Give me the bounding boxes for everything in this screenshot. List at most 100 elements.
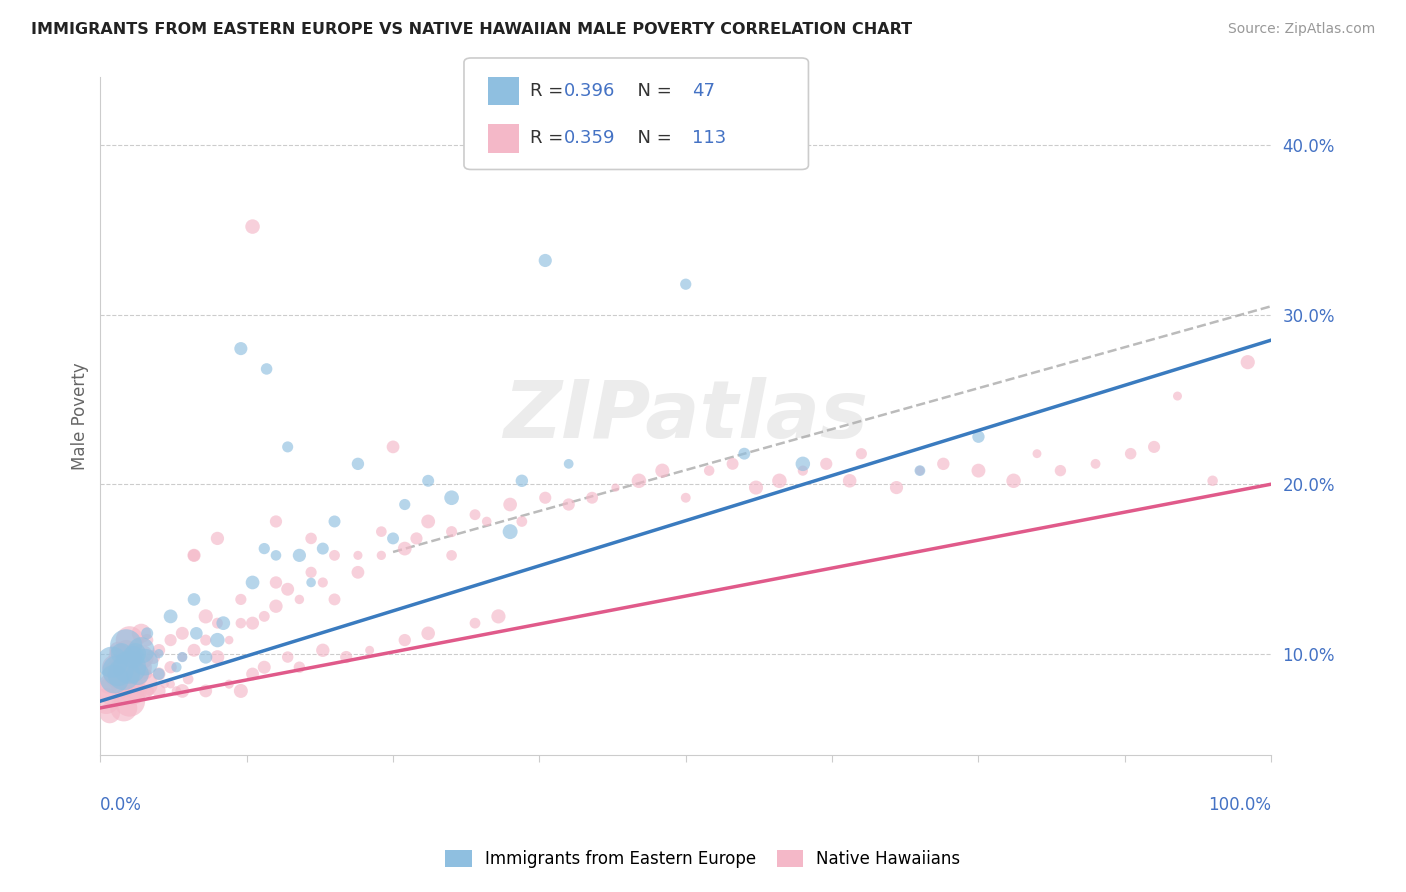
Point (131, 650, 153, 665)
Point (98, 706, 121, 720)
Point (510, 474, 533, 488)
Point (148, 684, 170, 698)
Point (418, 515, 440, 529)
Point (312, 575, 335, 590)
Point (475, 515, 498, 529)
Point (394, 498, 416, 512)
Point (229, 342, 252, 356)
Point (134, 655, 156, 669)
Point (394, 633, 416, 648)
Point (194, 633, 217, 648)
Point (1119, 447, 1142, 461)
Point (183, 549, 205, 563)
Point (165, 684, 187, 698)
Point (127, 660, 149, 674)
Point (122, 650, 145, 665)
Point (1143, 440, 1166, 454)
Point (323, 592, 346, 607)
Point (172, 650, 194, 665)
Point (138, 684, 160, 698)
Point (242, 219, 264, 234)
Point (418, 626, 440, 640)
Text: ZIPatlas: ZIPatlas (503, 377, 869, 456)
Point (112, 667, 135, 681)
Point (107, 667, 129, 681)
Point (499, 498, 522, 512)
Point (932, 457, 955, 471)
Point (101, 684, 124, 698)
Point (792, 457, 814, 471)
Point (1049, 464, 1071, 478)
Point (815, 457, 838, 471)
Text: Source: ZipAtlas.com: Source: ZipAtlas.com (1227, 22, 1375, 37)
Point (792, 464, 814, 478)
Point (418, 474, 440, 488)
Point (112, 701, 135, 715)
Point (1084, 457, 1107, 471)
Point (159, 609, 181, 624)
Point (347, 549, 370, 563)
Point (159, 660, 181, 674)
Point (165, 660, 187, 674)
Point (277, 440, 299, 454)
Point (312, 643, 335, 657)
Point (264, 515, 287, 529)
Point (183, 592, 205, 607)
Text: IMMIGRANTS FROM EASTERN EUROPE VS NATIVE HAWAIIAN MALE POVERTY CORRELATION CHART: IMMIGRANTS FROM EASTERN EUROPE VS NATIVE… (31, 22, 912, 37)
Y-axis label: Male Poverty: Male Poverty (72, 362, 89, 470)
Point (207, 650, 229, 665)
Point (277, 650, 299, 665)
Text: R =: R = (530, 129, 569, 147)
Point (124, 647, 146, 661)
Point (124, 667, 146, 681)
Point (229, 616, 252, 631)
Point (288, 660, 311, 674)
Point (299, 566, 322, 580)
Point (148, 667, 170, 681)
Point (153, 677, 176, 691)
Point (264, 575, 287, 590)
Point (97, 677, 120, 691)
Point (838, 474, 860, 488)
Point (136, 626, 159, 640)
Point (1166, 389, 1188, 403)
Point (242, 667, 264, 681)
Point (697, 464, 720, 478)
Point (186, 626, 208, 640)
Point (103, 660, 125, 674)
Point (733, 447, 755, 461)
Point (253, 660, 276, 674)
Point (651, 464, 673, 478)
Point (405, 532, 427, 546)
Point (299, 575, 322, 590)
Point (122, 684, 145, 698)
Point (229, 684, 252, 698)
Text: 113: 113 (692, 129, 725, 147)
Point (136, 667, 159, 681)
Point (721, 457, 744, 471)
Point (288, 592, 311, 607)
Point (534, 253, 557, 268)
Point (183, 643, 205, 657)
Point (627, 474, 650, 488)
Point (253, 541, 276, 556)
Text: 47: 47 (692, 82, 714, 100)
Point (96, 694, 118, 708)
Point (886, 481, 908, 495)
Point (118, 633, 141, 648)
Point (136, 684, 159, 698)
Point (264, 599, 287, 614)
Point (264, 549, 287, 563)
Point (159, 677, 181, 691)
Point (557, 498, 579, 512)
Point (107, 664, 129, 678)
Point (299, 532, 322, 546)
Point (107, 643, 129, 657)
Point (510, 515, 533, 529)
Point (194, 684, 217, 698)
Point (464, 616, 486, 631)
Point (277, 582, 299, 597)
Point (134, 677, 156, 691)
Point (148, 667, 170, 681)
Point (124, 643, 146, 657)
